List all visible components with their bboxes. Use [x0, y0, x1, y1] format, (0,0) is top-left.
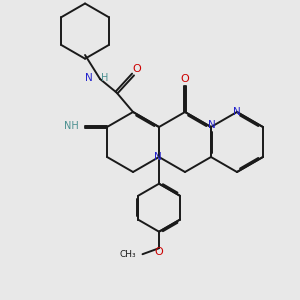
- Text: CH₃: CH₃: [120, 250, 136, 259]
- Text: H: H: [101, 73, 109, 83]
- Text: O: O: [133, 64, 141, 74]
- Text: N: N: [233, 107, 241, 117]
- Text: N: N: [85, 73, 93, 83]
- Text: O: O: [181, 74, 189, 85]
- Text: N: N: [208, 120, 216, 130]
- Text: O: O: [154, 247, 164, 257]
- Text: NH: NH: [64, 121, 79, 131]
- Text: N: N: [154, 152, 162, 162]
